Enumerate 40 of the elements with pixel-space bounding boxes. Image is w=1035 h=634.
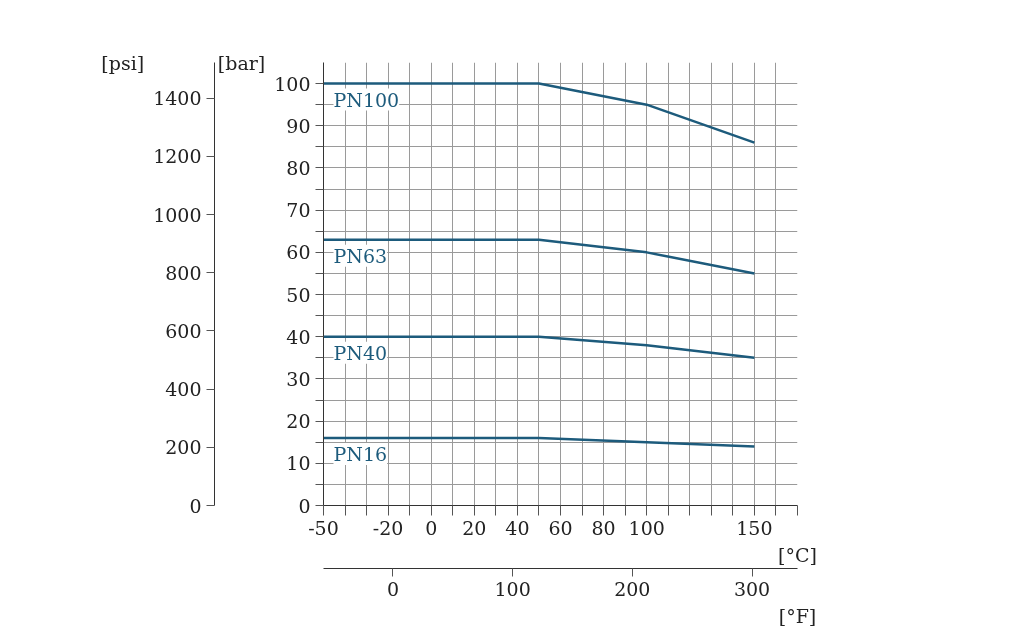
- x2-tick-label: 0: [386, 577, 399, 600]
- y-axis-title: [bar]: [217, 51, 266, 74]
- x-tick-label: 60: [548, 516, 573, 539]
- y-tick-label: 60: [286, 241, 311, 264]
- y2-tick-label: 600: [165, 319, 202, 342]
- series-label: PN40: [333, 341, 388, 364]
- y-tick-label: 20: [286, 410, 311, 433]
- y-tick-label: 70: [286, 199, 311, 222]
- y2-tick-label: 1200: [153, 145, 202, 168]
- y-tick-label: 90: [286, 114, 311, 137]
- x-tick-label: 100: [628, 516, 665, 539]
- y2-axis-title: [psi]: [101, 51, 145, 74]
- series-label: PN16: [333, 443, 388, 465]
- x-axis-title: [°C]: [778, 543, 817, 566]
- x-tick-label: 80: [591, 516, 616, 539]
- y2-tick-label: 1400: [153, 87, 202, 110]
- x-tick-label: 0: [425, 516, 438, 539]
- x2-tick-label: 200: [614, 577, 651, 600]
- series-label: PN63: [333, 244, 388, 267]
- y2-tick-label: 200: [165, 436, 202, 459]
- x2-tick-label: 300: [733, 577, 771, 600]
- y-tick-label: 30: [286, 367, 311, 390]
- y2-tick-label: 1000: [153, 203, 202, 226]
- y-tick-label: 40: [286, 325, 311, 348]
- y-tick-label: 0: [298, 494, 311, 517]
- x2-tick-label: 100: [494, 577, 531, 600]
- x-tick-label: 40: [505, 516, 530, 539]
- x-tick-label: 20: [462, 516, 487, 539]
- y-tick-label: 10: [286, 452, 311, 475]
- y2-tick-label: 400: [165, 378, 202, 401]
- series-label: PN100: [333, 88, 400, 111]
- y2-tick-label: 0: [189, 494, 202, 517]
- y2-tick-label: 800: [165, 261, 202, 284]
- x2-axis-title: [°F]: [778, 604, 817, 627]
- y-tick-label: 100: [274, 72, 311, 95]
- y-tick-label: 80: [286, 156, 311, 179]
- x-tick-label: -20: [372, 516, 404, 539]
- x-tick-label: -50: [308, 516, 339, 539]
- x-tick-label: 150: [736, 516, 773, 539]
- y-tick-label: 50: [286, 283, 311, 306]
